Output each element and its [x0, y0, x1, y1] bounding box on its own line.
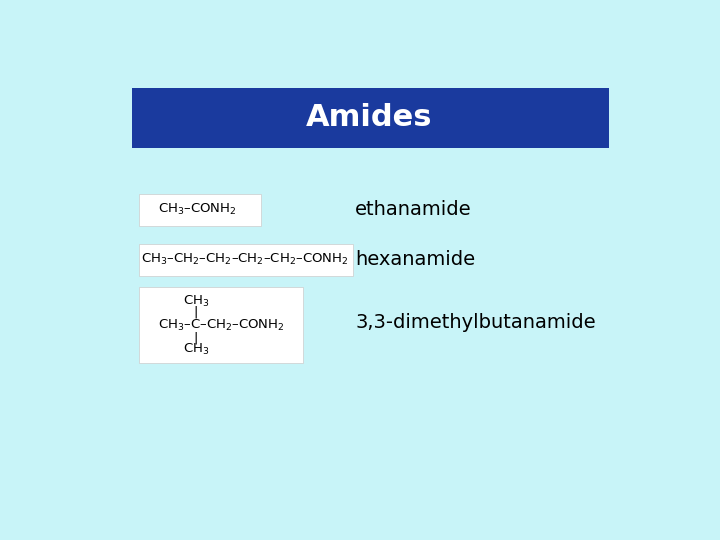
- FancyBboxPatch shape: [139, 194, 261, 226]
- Text: |: |: [194, 306, 198, 319]
- FancyBboxPatch shape: [139, 244, 354, 275]
- Text: |: |: [194, 332, 198, 345]
- Text: CH$_3$–CH$_2$–CH$_2$–CH$_2$–CH$_2$–CONH$_2$: CH$_3$–CH$_2$–CH$_2$–CH$_2$–CH$_2$–CONH$…: [141, 252, 348, 267]
- Text: CH$_3$–C–CH$_2$–CONH$_2$: CH$_3$–C–CH$_2$–CONH$_2$: [158, 318, 284, 333]
- Text: CH$_3$: CH$_3$: [183, 342, 210, 357]
- Text: CH$_3$–CONH$_2$: CH$_3$–CONH$_2$: [158, 202, 236, 218]
- Text: CH$_3$: CH$_3$: [183, 293, 210, 308]
- Text: Amides: Amides: [306, 103, 432, 132]
- Text: 3,3-dimethylbutanamide: 3,3-dimethylbutanamide: [355, 313, 595, 332]
- FancyBboxPatch shape: [132, 87, 609, 148]
- Text: hexanamide: hexanamide: [355, 250, 475, 269]
- Text: ethanamide: ethanamide: [355, 200, 472, 219]
- FancyBboxPatch shape: [139, 287, 303, 363]
